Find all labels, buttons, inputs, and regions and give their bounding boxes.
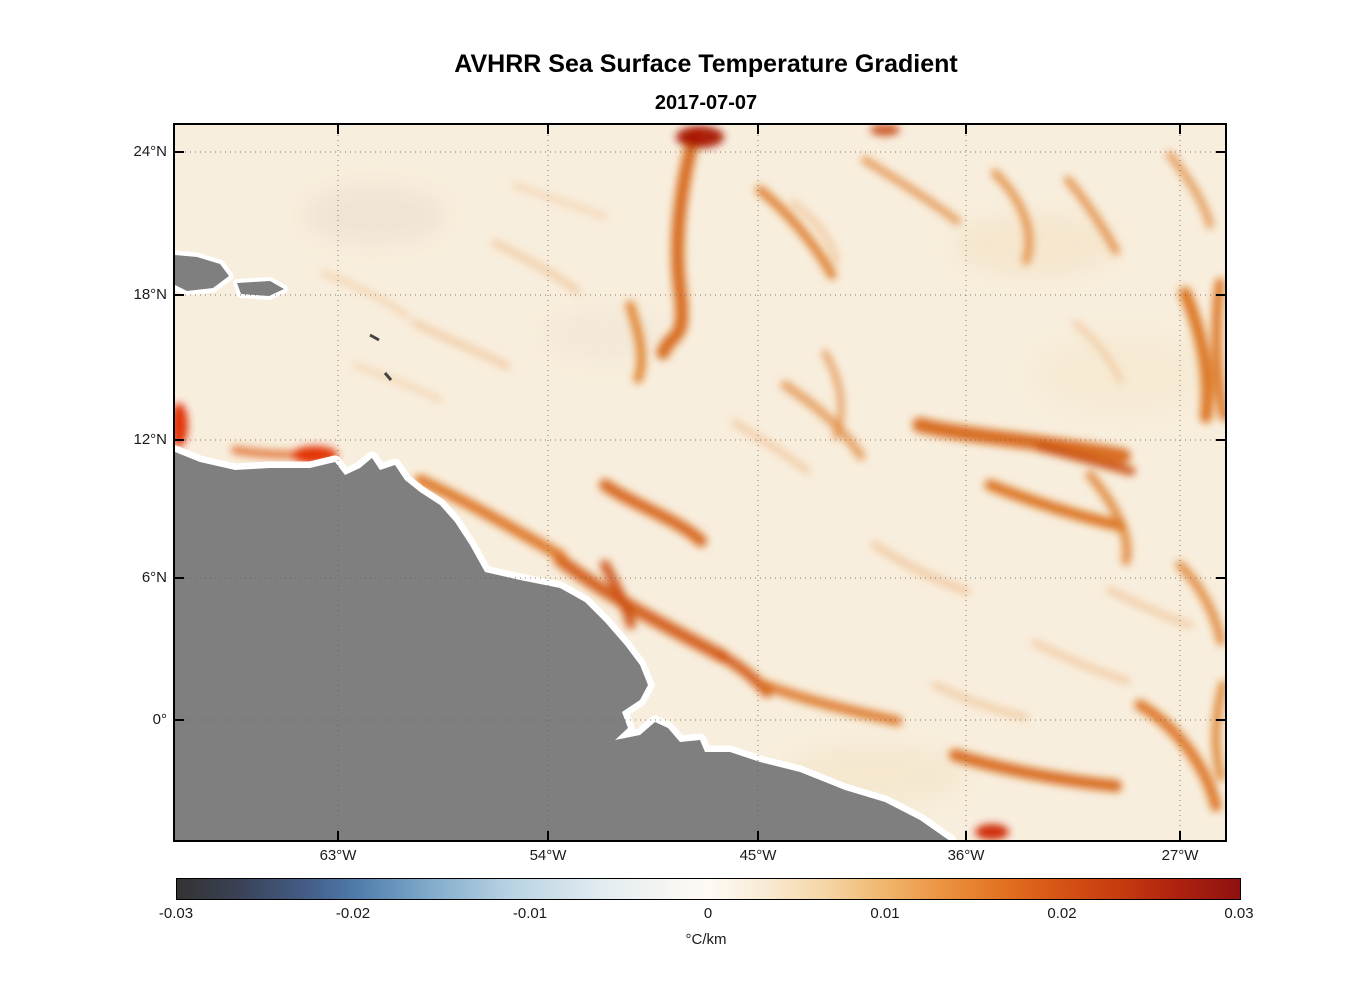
colorbar-tick-label: -0.02	[335, 905, 371, 922]
x-tick-label: 45°W	[739, 847, 777, 864]
colorbar-tick-label: 0.02	[1047, 905, 1077, 922]
y-tick-label: 0°	[152, 711, 167, 728]
y-tick-label: 24°N	[133, 143, 167, 160]
y-tick-label: 18°N	[133, 286, 167, 303]
y-tick-label: 12°N	[133, 431, 167, 448]
axis-ticks	[175, 125, 1225, 840]
x-tick-label: 36°W	[947, 847, 985, 864]
x-tick-label: 54°W	[529, 847, 567, 864]
colorbar-units-label: °C/km	[685, 931, 727, 948]
colorbar-tick-label: 0.03	[1224, 905, 1254, 922]
islet-speck-2	[383, 372, 393, 381]
colorbar-gradient	[176, 878, 1241, 900]
sst-gradient-map	[175, 125, 1225, 840]
chart-subtitle: 2017-07-07	[654, 92, 758, 114]
chart-title: AVHRR Sea Surface Temperature Gradient	[454, 50, 958, 78]
x-tick-label: 63°W	[319, 847, 357, 864]
colorbar-tick-label: 0.01	[870, 905, 900, 922]
land-mask	[175, 452, 949, 840]
colorbar-tick-label: -0.01	[512, 905, 548, 922]
colorbar-tick-label: 0	[703, 905, 713, 922]
weak-front-filaments	[320, 182, 1194, 721]
y-tick-label: 6°N	[141, 569, 167, 586]
strong-front-filaments	[175, 125, 1225, 840]
grid-lines	[175, 125, 1225, 840]
islet-speck-1	[369, 333, 380, 342]
colorbar-tick-label: -0.03	[158, 905, 194, 922]
islands	[175, 250, 393, 381]
island-elongated	[233, 277, 288, 300]
map-plot	[173, 123, 1227, 842]
x-tick-label: 27°W	[1161, 847, 1199, 864]
island-large	[175, 250, 234, 296]
